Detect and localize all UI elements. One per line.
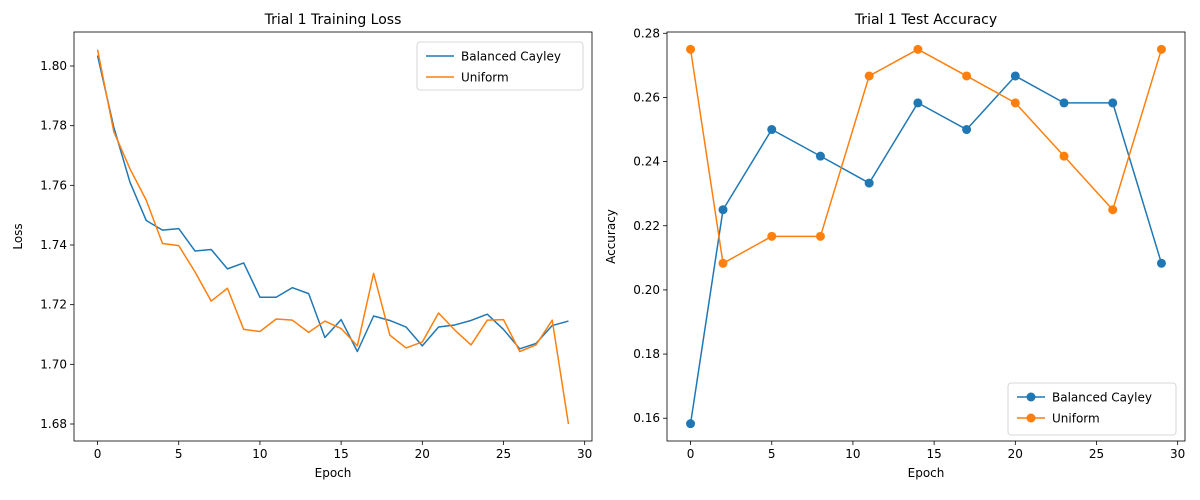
- data-point: [962, 71, 972, 81]
- x-tick-label: 25: [1089, 447, 1104, 461]
- legend-box: [416, 41, 584, 91]
- data-point: [1010, 98, 1020, 108]
- chart-panel-2: 0 5 10 15 20 25 30 0.16 0.18 0.20 0.22 0.24 0.26 0.28…: [604, 12, 1186, 480]
- x-tick-label: 20: [1008, 447, 1023, 461]
- x-tick-label: 20: [415, 447, 430, 461]
- y-tick-label: 0.22: [633, 219, 660, 233]
- x-tick-label: 5: [768, 447, 776, 461]
- x-tick-label: 10: [845, 447, 860, 461]
- legend-label: Uniform: [1052, 412, 1100, 426]
- legend-marker: [1026, 392, 1036, 402]
- legend-label: Uniform: [461, 71, 509, 85]
- y-tick-label: 0.16: [633, 411, 660, 425]
- data-point: [815, 151, 825, 161]
- data-point: [686, 44, 696, 54]
- data-point: [864, 71, 874, 81]
- x-axis-label: Epoch: [908, 466, 945, 480]
- x-tick-label: 0: [687, 447, 695, 461]
- legend-marker: [1026, 413, 1036, 423]
- legend: Balanced Cayley Uniform: [416, 41, 584, 91]
- legend: Balanced Cayley Uniform: [1007, 382, 1177, 436]
- x-tick-label: 15: [333, 447, 348, 461]
- data-point: [1059, 151, 1069, 161]
- chart-title: Trial 1 Training Loss: [264, 12, 402, 28]
- data-point: [815, 231, 825, 241]
- y-tick-label: 1.78: [40, 119, 67, 133]
- y-tick-label: 1.72: [40, 298, 67, 312]
- y-tick-label: 0.24: [633, 155, 660, 169]
- x-tick-label: 30: [577, 447, 592, 461]
- x-tick-label: 0: [94, 447, 102, 461]
- data-point: [718, 258, 728, 268]
- y-tick-label: 0.20: [633, 283, 660, 297]
- legend-box: [1007, 382, 1177, 436]
- data-point: [864, 178, 874, 188]
- y-axis-label: Loss: [11, 223, 25, 249]
- y-tick-label: 1.68: [40, 417, 67, 431]
- y-axis-label: Accuracy: [604, 209, 618, 264]
- legend-label: Balanced Cayley: [1052, 391, 1152, 405]
- y-tick-label: 0.28: [633, 26, 660, 40]
- legend-label: Balanced Cayley: [461, 50, 561, 64]
- y-tick-label: 1.80: [40, 59, 67, 73]
- y-tick-label: 1.70: [40, 357, 67, 371]
- data-point: [686, 419, 696, 429]
- data-point: [1156, 258, 1166, 268]
- x-tick-label: 15: [926, 447, 941, 461]
- data-point: [767, 231, 777, 241]
- y-tick-label: 1.74: [40, 238, 67, 252]
- x-tick-label: 30: [1170, 447, 1185, 461]
- data-point: [718, 205, 728, 215]
- data-point: [1108, 205, 1118, 215]
- x-tick-label: 25: [496, 447, 511, 461]
- series-line-2: [689, 48, 1163, 265]
- x-tick-label: 10: [252, 447, 267, 461]
- y-tick-label: 1.76: [40, 178, 67, 192]
- data-point: [962, 125, 972, 135]
- series-line-1: [96, 55, 569, 353]
- data-point: [1108, 98, 1118, 108]
- chart-title: Trial 1 Test Accuracy: [854, 12, 997, 28]
- data-point: [767, 125, 777, 135]
- y-tick-label: 0.18: [633, 347, 660, 361]
- chart-panel-1: 0 5 10 15 20 25 30 1.68 1.70 1.72 1.74 1.76 1.78 1.80…: [11, 12, 593, 480]
- series-line-2: [96, 49, 570, 425]
- x-tick-label: 5: [175, 447, 183, 461]
- data-point: [1156, 44, 1166, 54]
- data-point: [1010, 71, 1020, 81]
- series-line-1: [689, 75, 1163, 424]
- data-point: [913, 98, 923, 108]
- data-point: [913, 44, 923, 54]
- plot-frame: [666, 31, 1186, 442]
- y-tick-label: 0.26: [633, 90, 660, 104]
- plot-frame: [73, 31, 593, 442]
- data-point: [1059, 98, 1069, 108]
- x-axis-label: Epoch: [315, 466, 352, 480]
